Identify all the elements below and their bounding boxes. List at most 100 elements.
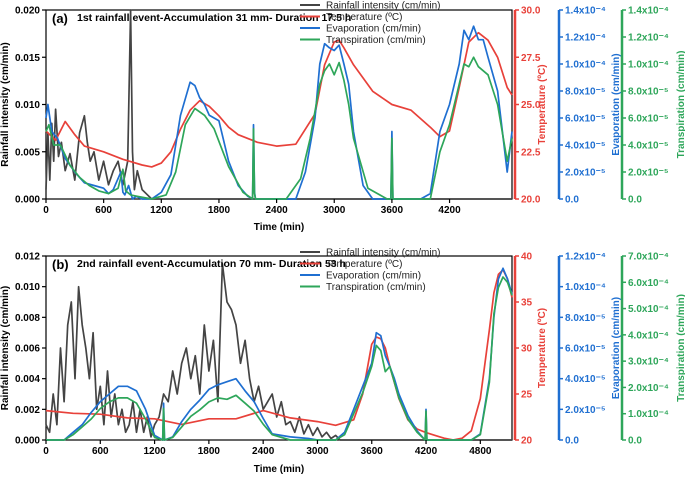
panel-b-evap-tick-label: 0.0: [565, 436, 579, 447]
panel-b-legend-label-rain: Rainfall intensity (cm/min): [326, 248, 440, 259]
panel-b-evap-tick-label: 1.2x10⁻⁴: [565, 252, 606, 263]
panel-a-transp-tick-label: 0.0: [628, 195, 642, 206]
panel-b-x-tick-label: 0: [43, 446, 49, 457]
panel-a-evap-tick-label: 6.0x10⁻⁵: [565, 114, 606, 125]
panel-a-temp-tick-label: 25.0: [521, 100, 541, 111]
panel-b-rain-tick-label: 0.012: [15, 252, 40, 263]
panel-b-x-tick-label: 1800: [198, 446, 221, 457]
panel-b-x-tick-label: 4800: [469, 446, 492, 457]
panel-b-transp-tick-label: 5.0x10⁻⁴: [628, 304, 669, 315]
panel-a-temp-tick-label: 20.0: [521, 195, 541, 206]
panel-b-x-tick-label: 1200: [143, 446, 166, 457]
panel-b-temp-tick-label: 35: [521, 298, 533, 309]
panel-a-transp-tick-label: 8.0x10⁻⁵: [628, 87, 669, 98]
panel-b-transp-tick-label: 3.0x10⁻⁴: [628, 357, 669, 368]
panel-a-series-evap-line: [45, 25, 513, 200]
panel-b-legend-label-evap: Evaporation (cm/min): [326, 271, 421, 282]
panel-b-evap-axis-label: Evaporation (cm/min): [611, 297, 622, 399]
panel-b-transp-tick-label: 1.0x10⁻⁴: [628, 409, 669, 420]
panel-a-temp-tick-label: 22.5: [521, 147, 541, 158]
panel-a-x-tick-label: 600: [95, 205, 112, 216]
panel-a-legend-label-temp: Temperature (ºC): [326, 12, 402, 23]
panel-b-series-temp-line: [45, 268, 513, 441]
panel-a-transp-tick-label: 6.0x10⁻⁵: [628, 114, 669, 125]
panel-a-rain-tick-label: 0.005: [15, 147, 40, 158]
panel-a-x-tick-label: 2400: [265, 205, 288, 216]
panel-a-evap-tick-label: 2.0x10⁻⁵: [565, 168, 606, 179]
panel-a-evap-tick-label: 4.0x10⁻⁵: [565, 141, 606, 152]
panel-b-evap-tick-label: 6.0x10⁻⁵: [565, 344, 606, 355]
panel-b-temp-tick-label: 25: [521, 390, 533, 401]
panel-b-rain-tick-label: 0.000: [15, 436, 40, 447]
panel-a-transp-axis-label: Transpiration (cm/min): [676, 51, 685, 159]
panel-a-temp-tick-label: 27.5: [521, 53, 541, 64]
panel-b-legend-label-temp: Temperature (ºC): [326, 259, 402, 270]
panel-b-evap-tick-label: 2.0x10⁻⁵: [565, 405, 606, 416]
panel-b-x-tick-label: 3000: [306, 446, 329, 457]
panel-a-transp-tick-label: 1.4x10⁻⁴: [628, 6, 669, 17]
panel-b-title: 2nd rainfall event-Accumulation 70 mm- D…: [77, 258, 346, 270]
panel-b-transp-tick-label: 4.0x10⁻⁴: [628, 330, 669, 341]
panel-b-evap-tick-label: 1.0x10⁻⁴: [565, 282, 606, 293]
panel-a-transp-tick-label: 1.2x10⁻⁴: [628, 33, 669, 44]
panel-a-transp-tick-label: 4.0x10⁻⁵: [628, 141, 669, 152]
panel-b-x-axis-label: Time (min): [254, 464, 304, 475]
panel-a-series-transp-line: [45, 56, 513, 200]
panel-a-plot-frame: [45, 9, 513, 200]
panel-a-rain-tick-label: 0.010: [15, 100, 40, 111]
panel-b-transp-axis-label: Transpiration (cm/min): [676, 294, 685, 402]
panel-b-rain-axis-label: Rainfall intensity (cm/min): [0, 286, 11, 410]
panel-b-rain-tick-label: 0.006: [15, 344, 40, 355]
panel-b-x-tick-label: 4200: [415, 446, 438, 457]
panel-b-series-rain-line: [45, 262, 512, 441]
panel-a-temp-tick-label: 30.0: [521, 6, 541, 17]
panel-a-evap-tick-label: 1.4x10⁻⁴: [565, 6, 606, 17]
panel-a-legend-label-evap: Evaporation (cm/min): [326, 24, 421, 35]
panel-b-transp-tick-label: 0.0: [628, 436, 642, 447]
panel-b-plot-frame: [45, 255, 513, 441]
panel-a-x-tick-label: 0: [43, 205, 49, 216]
panel-a-legend-label-rain: Rainfall intensity (cm/min): [326, 1, 440, 12]
panel-a-rain-axis-label: Rainfall intensity (cm/min): [0, 42, 11, 166]
panel-b-rain-tick-label: 0.010: [15, 282, 40, 293]
panel-b-evap-tick-label: 8.0x10⁻⁵: [565, 313, 606, 324]
panel-b-transp-tick-label: 6.0x10⁻⁴: [628, 278, 669, 289]
panel-a-x-axis-label: Time (min): [254, 222, 304, 233]
panel-b-legend-label-transp: Transpiration (cm/min): [326, 282, 426, 293]
panel-b-transp-tick-label: 2.0x10⁻⁴: [628, 383, 669, 394]
panel-b-temp-tick-label: 30: [521, 344, 533, 355]
panel-b-temp-axis-label: Temperature (ºC): [537, 308, 548, 388]
panel-a-series-temp-line: [45, 31, 513, 168]
panel-b-series-transp-line: [46, 276, 513, 441]
panel-a-x-tick-label: 3000: [323, 205, 346, 216]
panel-a-x-tick-label: 1800: [208, 205, 231, 216]
panel-b-temp-tick-label: 20: [521, 436, 533, 447]
panel-a-evap-tick-label: 1.2x10⁻⁴: [565, 33, 606, 44]
panel-a-x-tick-label: 4200: [438, 205, 461, 216]
panel-b-x-tick-label: 3600: [361, 446, 384, 457]
panel-b-transp-tick-label: 7.0x10⁻⁴: [628, 252, 669, 263]
panel-a-rain-tick-label: 0.015: [15, 53, 40, 64]
panel-a-rain-tick-label: 0.020: [15, 6, 40, 17]
panel-a-x-tick-label: 3600: [381, 205, 404, 216]
panel-a-temp-axis-label: Temperature (ºC): [537, 64, 548, 144]
panel-b-x-tick-label: 2400: [252, 446, 275, 457]
panel-b-evap-tick-label: 4.0x10⁻⁵: [565, 374, 606, 385]
panel-b-rain-tick-label: 0.004: [15, 374, 40, 385]
panel-a-x-tick-label: 1200: [150, 205, 173, 216]
panel-b-rain-tick-label: 0.002: [15, 405, 40, 416]
panel-b-temp-tick-label: 40: [521, 252, 533, 263]
panel-a-legend-label-transp: Transpiration (cm/min): [326, 35, 426, 46]
panel-a-title: 1st rainfall event-Accumulation 31 mm- D…: [77, 12, 351, 24]
panel-a-panel-label: (a): [52, 11, 68, 26]
panel-a-transp-tick-label: 1.0x10⁻⁴: [628, 60, 669, 71]
panel-a-rain-tick-label: 0.000: [15, 195, 40, 206]
panel-a-transp-tick-label: 2.0x10⁻⁵: [628, 168, 669, 179]
panel-a-evap-tick-label: 0.0: [565, 195, 579, 206]
panel-b-x-tick-label: 600: [92, 446, 109, 457]
panel-a-evap-tick-label: 8.0x10⁻⁵: [565, 87, 606, 98]
panel-a-evap-axis-label: Evaporation (cm/min): [611, 53, 622, 155]
panel-a-evap-tick-label: 1.0x10⁻⁴: [565, 60, 606, 71]
panel-b-panel-label: (b): [52, 257, 69, 272]
